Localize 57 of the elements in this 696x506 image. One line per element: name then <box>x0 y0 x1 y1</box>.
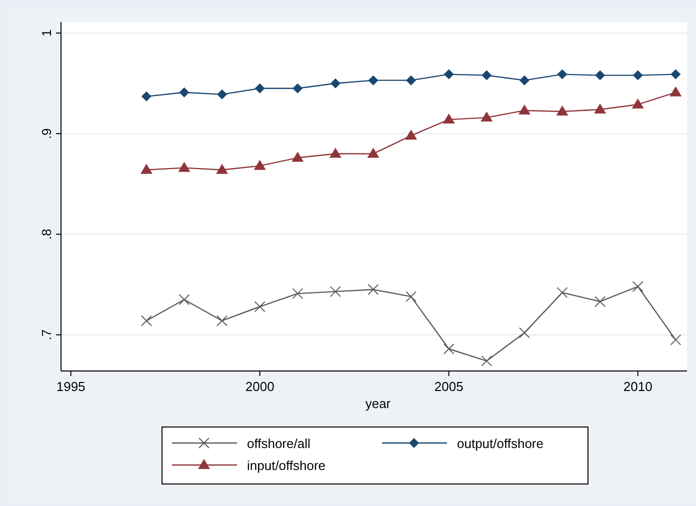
x-tick-label: 1995 <box>56 379 86 394</box>
point <box>442 114 455 124</box>
point <box>254 160 266 170</box>
point <box>292 152 304 162</box>
point <box>292 288 304 300</box>
point <box>556 106 568 116</box>
point <box>406 291 417 302</box>
point <box>178 294 190 306</box>
legend-label: output/offshore <box>457 436 544 451</box>
y-tick-label: .9 <box>39 128 54 140</box>
point <box>405 130 418 140</box>
point <box>216 164 228 174</box>
point <box>217 89 228 100</box>
point <box>368 75 378 86</box>
point <box>670 86 682 96</box>
point <box>179 87 190 98</box>
point <box>632 70 643 80</box>
point <box>557 69 568 80</box>
point <box>594 296 606 308</box>
point <box>292 83 303 94</box>
legend-label: input/offshore <box>247 458 326 473</box>
point <box>670 334 682 346</box>
point <box>519 75 530 86</box>
y-tick-label: .8 <box>39 228 54 240</box>
x-tick-label: 2010 <box>623 379 652 394</box>
legend-label: offshore/all <box>247 436 310 451</box>
point <box>330 78 340 88</box>
point <box>330 286 341 298</box>
point <box>141 91 152 102</box>
point <box>518 104 530 115</box>
point <box>556 287 568 298</box>
point <box>670 69 681 80</box>
x-tick-label: 2005 <box>434 379 464 394</box>
point <box>480 112 493 122</box>
point <box>595 70 606 80</box>
point <box>444 69 454 80</box>
point <box>443 343 454 354</box>
y-tick-label: 1 <box>39 29 54 37</box>
point <box>406 75 416 86</box>
point <box>518 327 530 338</box>
y-tick-label: .7 <box>39 329 54 340</box>
point <box>216 315 228 326</box>
point <box>632 281 644 292</box>
point <box>482 70 492 80</box>
point <box>367 148 380 158</box>
point <box>254 83 265 94</box>
x-axis-title: year <box>365 396 392 411</box>
point <box>254 301 266 312</box>
point <box>632 98 644 108</box>
point <box>594 104 606 114</box>
point <box>140 315 152 326</box>
point <box>329 148 342 158</box>
point <box>140 164 152 174</box>
point <box>481 355 492 366</box>
point <box>178 162 190 172</box>
x-tick-label: 2000 <box>245 379 274 394</box>
point <box>368 284 379 296</box>
